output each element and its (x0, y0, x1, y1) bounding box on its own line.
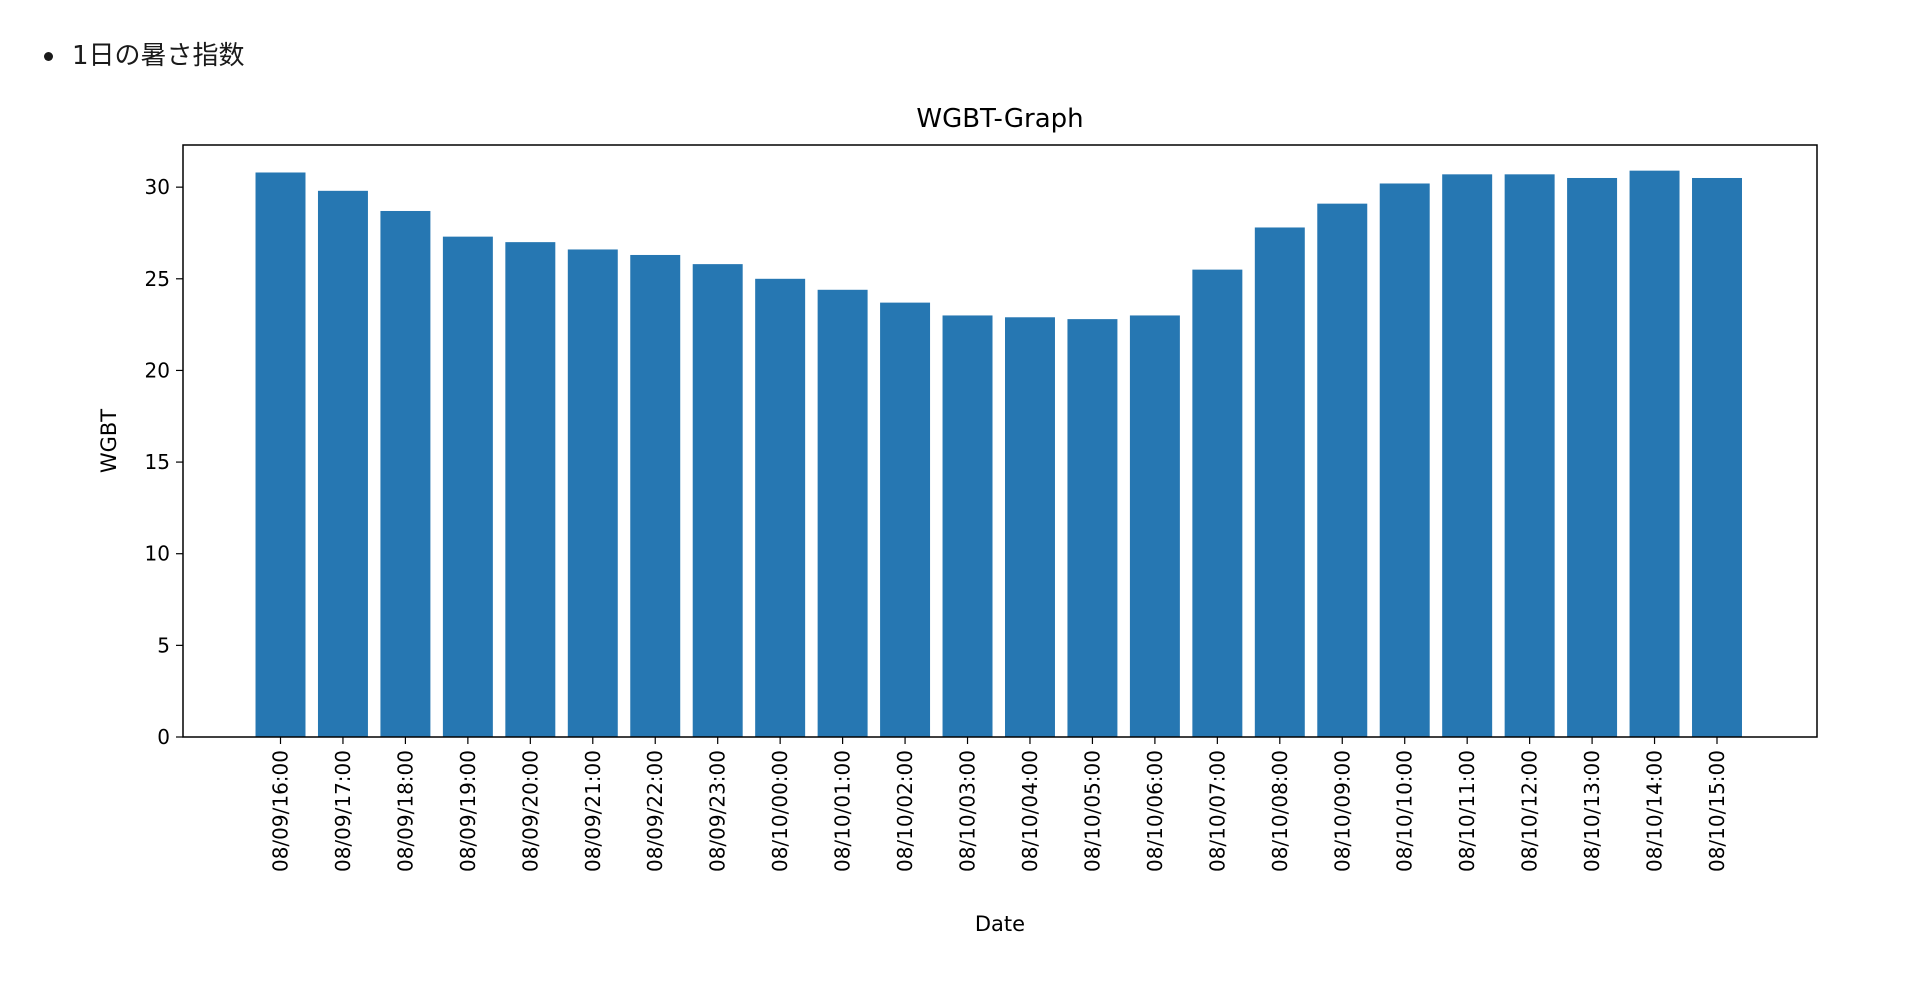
x-tick-label: 08/10/07:00 (1205, 750, 1229, 872)
bar (630, 254, 681, 737)
x-tick-label: 08/10/01:00 (831, 750, 855, 872)
bar (1317, 203, 1368, 737)
bar (1192, 269, 1243, 737)
y-tick-label: 25 (145, 267, 170, 291)
y-axis: 0 5 10 15 20 25 30 (145, 175, 183, 749)
bar (1629, 170, 1680, 737)
y-tick-label: 20 (145, 358, 170, 382)
x-tick-label: 08/09/16:00 (269, 750, 293, 872)
y-tick-label: 0 (157, 725, 170, 749)
y-tick-label: 15 (145, 450, 170, 474)
bar (1129, 315, 1180, 737)
x-tick-label: 08/09/18:00 (393, 750, 417, 872)
bar (1442, 174, 1493, 737)
x-tick-label: 08/09/23:00 (706, 750, 730, 872)
x-tick-label: 08/10/06:00 (1143, 750, 1167, 872)
chart-title: WGBT-Graph (916, 104, 1083, 134)
bar (1254, 227, 1305, 738)
x-tick-label: 08/09/20:00 (518, 750, 542, 872)
bar (880, 302, 931, 737)
x-tick-label: 08/10/12:00 (1518, 750, 1542, 872)
bar (1067, 319, 1118, 737)
bar (1692, 177, 1742, 738)
x-tick-label: 08/10/11:00 (1455, 750, 1479, 872)
bars-group (255, 170, 1742, 738)
bar (1379, 183, 1430, 738)
x-tick-label: 08/10/14:00 (1643, 750, 1667, 872)
bar (442, 236, 493, 737)
x-tick-label: 08/10/05:00 (1080, 750, 1104, 872)
bar (317, 190, 368, 737)
bar (505, 242, 556, 737)
x-tick-label: 08/10/13:00 (1580, 750, 1604, 872)
y-axis-title: WGBT (97, 409, 121, 473)
bullet-list: 1日の暑さ指数 (44, 38, 245, 74)
bar (755, 278, 806, 737)
x-axis: 08/09/16:00 08/09/17:00 08/09/18:00 08/09/1… (269, 737, 1729, 872)
x-tick-label: 08/10/10:00 (1393, 750, 1417, 872)
x-tick-label: 08/10/04:00 (1018, 750, 1042, 872)
bar (1567, 177, 1618, 738)
bar (380, 210, 431, 738)
x-axis-title: Date (975, 912, 1025, 936)
bar (817, 289, 868, 737)
y-tick-label: 30 (145, 175, 170, 199)
bar (255, 172, 306, 738)
section-heading: 1日の暑さ指数 (72, 41, 245, 71)
plot-frame (182, 144, 1818, 738)
bar (692, 264, 743, 737)
bullet-item: 1日の暑さ指数 (44, 38, 245, 74)
x-tick-label: 08/10/09:00 (1330, 750, 1354, 872)
y-tick-label: 10 (145, 542, 170, 566)
x-tick-label: 08/09/17:00 (331, 750, 355, 872)
bar (942, 315, 993, 737)
bullet-dot-icon (44, 51, 53, 61)
x-tick-label: 08/10/15:00 (1705, 750, 1729, 872)
x-tick-label: 08/10/08:00 (1268, 750, 1292, 872)
x-tick-label: 08/09/22:00 (643, 750, 667, 872)
x-tick-label: 08/10/02:00 (893, 750, 917, 872)
bar (1005, 317, 1055, 737)
x-tick-label: 08/10/00:00 (768, 750, 792, 872)
y-tick-label: 5 (157, 633, 170, 657)
x-tick-label: 08/10/03:00 (956, 750, 980, 872)
bar (567, 249, 618, 737)
bar (1504, 174, 1555, 737)
x-tick-label: 08/09/19:00 (456, 750, 480, 872)
x-tick-label: 08/09/21:00 (581, 750, 605, 872)
